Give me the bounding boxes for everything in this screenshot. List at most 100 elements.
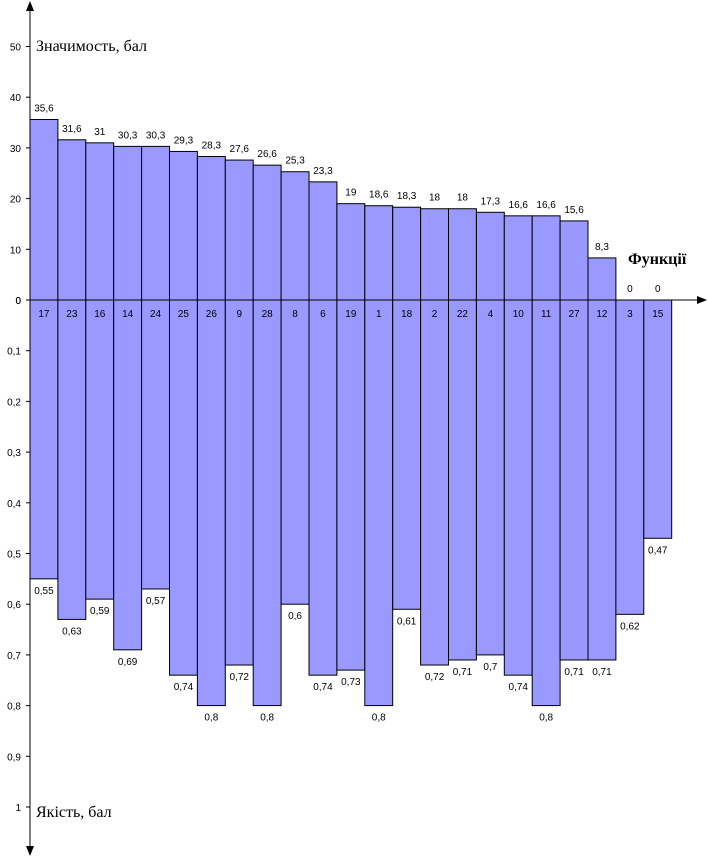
lower-tick-label: 0,8 xyxy=(7,702,21,713)
upper-tick-label: 30 xyxy=(10,144,22,155)
lower-value-label: 0,55 xyxy=(34,586,54,597)
lower-value-label: 0,63 xyxy=(62,626,82,637)
category-label: 17 xyxy=(38,309,50,320)
upper-value-label: 27,6 xyxy=(230,144,250,155)
x-axis-title: Функції xyxy=(628,251,687,268)
upper-tick-label: 10 xyxy=(10,245,22,256)
upper-value-label: 29,3 xyxy=(174,135,194,146)
lower-value-label: 0,71 xyxy=(592,667,612,678)
lower-bar xyxy=(224,299,254,666)
upper-bar xyxy=(392,206,422,301)
upper-bars xyxy=(29,119,617,301)
lower-value-label: 0,73 xyxy=(341,677,361,688)
lower-bar xyxy=(280,299,310,605)
lower-value-label: 0,72 xyxy=(425,672,445,683)
lower-bar xyxy=(169,299,198,676)
category-label: 26 xyxy=(206,309,218,320)
upper-bar xyxy=(559,220,589,301)
category-label: 14 xyxy=(122,309,134,320)
upper-value-label: 8,3 xyxy=(595,242,609,253)
lower-bar xyxy=(364,299,394,707)
upper-bar xyxy=(141,145,171,301)
lower-bar xyxy=(113,299,143,651)
lower-bar xyxy=(643,299,673,539)
lower-value-label: 0,74 xyxy=(174,682,194,693)
upper-value-label: 18 xyxy=(429,193,441,204)
upper-value-label: 25,3 xyxy=(285,156,305,167)
category-label: 28 xyxy=(262,309,274,320)
lower-value-label: 0,8 xyxy=(204,713,218,724)
lower-tick-label: 0,9 xyxy=(7,752,21,763)
upper-value-label: 17,3 xyxy=(481,196,501,207)
lower-bar xyxy=(252,299,282,707)
lower-bar xyxy=(57,299,87,620)
upper-value-label: 0 xyxy=(655,284,661,295)
lower-bar xyxy=(448,299,477,661)
category-label: 24 xyxy=(150,309,162,320)
upper-bar xyxy=(113,145,143,301)
lower-tick-label: 0,5 xyxy=(7,550,21,561)
category-label: 6 xyxy=(320,309,326,320)
lower-value-label: 0,8 xyxy=(372,713,386,724)
lower-tick-label: 1 xyxy=(15,803,21,814)
upper-bar xyxy=(196,156,226,301)
x-axis-arrow xyxy=(697,296,707,304)
lower-tick-label: 0 xyxy=(15,296,21,307)
upper-tick-label: 40 xyxy=(10,93,22,104)
lower-tick-label: 0,6 xyxy=(7,600,21,611)
upper-axis-title: Значимость, бал xyxy=(36,38,147,55)
upper-tick-label: 50 xyxy=(10,43,22,54)
category-label: 8 xyxy=(292,309,298,320)
upper-value-label: 31 xyxy=(94,127,106,138)
lower-bar xyxy=(85,299,115,600)
lower-bar xyxy=(475,299,505,656)
upper-bar xyxy=(224,159,254,301)
lower-value-label: 0,8 xyxy=(260,713,274,724)
category-label: 2 xyxy=(432,309,438,320)
lower-bar xyxy=(420,299,450,666)
lower-tick-label: 0,4 xyxy=(7,499,21,510)
upper-bar xyxy=(57,139,87,301)
upper-value-label: 18,6 xyxy=(369,190,389,201)
lower-value-label: 0,6 xyxy=(288,611,302,622)
lower-bar xyxy=(141,299,171,590)
upper-bar xyxy=(169,150,198,301)
category-label: 22 xyxy=(457,309,469,320)
lower-bar xyxy=(559,299,589,661)
lower-value-label: 0,74 xyxy=(313,682,333,693)
lower-bar xyxy=(503,299,533,676)
category-label: 4 xyxy=(488,309,494,320)
category-label: 23 xyxy=(66,309,78,320)
lower-value-labels: 0,55 0,63 0,59 0,69 0,57 0,74 0,8 0,72 0,8 0,6 0,7… xyxy=(34,545,668,723)
category-label: 9 xyxy=(236,309,242,320)
upper-bar xyxy=(29,119,59,301)
upper-bar xyxy=(280,171,310,301)
upper-bar xyxy=(531,215,561,301)
lower-axis-title: Якість, бал xyxy=(36,804,112,821)
upper-value-label: 35,6 xyxy=(34,104,54,115)
upper-bar xyxy=(252,164,282,301)
lower-bar xyxy=(531,299,561,707)
upper-value-label: 15,6 xyxy=(564,205,584,216)
lower-value-label: 0,57 xyxy=(146,596,166,607)
lower-value-label: 0,47 xyxy=(648,545,668,556)
upper-value-label: 28,3 xyxy=(202,141,222,152)
lower-value-label: 0,61 xyxy=(397,616,417,627)
upper-bar xyxy=(475,211,505,301)
upper-bar xyxy=(85,142,115,301)
lower-value-label: 0,72 xyxy=(230,672,250,683)
category-label: 25 xyxy=(178,309,190,320)
category-label: 11 xyxy=(541,309,552,320)
upper-bar xyxy=(448,208,477,301)
lower-bar xyxy=(308,299,338,676)
lower-tick-label: 0,7 xyxy=(7,651,21,662)
upper-value-label: 18 xyxy=(457,193,469,204)
category-label: 12 xyxy=(596,309,608,320)
category-labels: 17 23 16 14 24 25 26 9 28 8 6 19 1 18 2 22 4 10 11 27 12 3 15 xyxy=(38,309,663,320)
category-label: 10 xyxy=(513,309,525,320)
upper-value-labels: 35,6 31,6 31 30,3 30,3 29,3 28,3 27,6 26,6 25,3 23… xyxy=(34,104,661,295)
lower-value-label: 0,71 xyxy=(564,667,584,678)
upper-value-label: 18,3 xyxy=(397,191,417,202)
category-label: 1 xyxy=(376,309,382,320)
